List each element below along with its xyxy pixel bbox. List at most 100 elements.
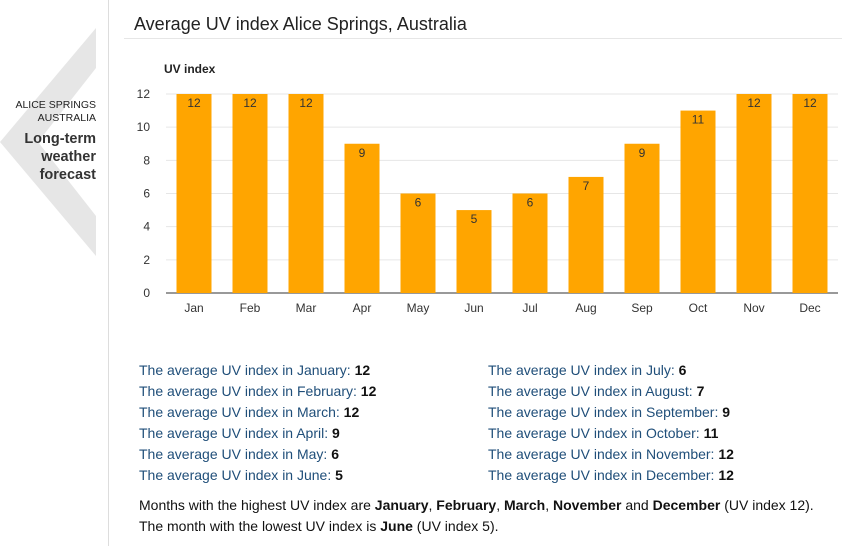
page-title: Average UV index Alice Springs, Australi… <box>134 14 467 34</box>
sidebar-title-line: weather <box>41 149 96 165</box>
sidebar-location: ALICE SPRINGS AUSTRALIA <box>1 99 96 125</box>
stat-value: 11 <box>703 425 719 441</box>
stat-row: The average UV index in August: 7 <box>488 381 734 402</box>
stat-value: 12 <box>354 362 371 378</box>
stat-value: 12 <box>343 404 360 420</box>
x-tick-label: Mar <box>296 301 317 315</box>
summary-lowest: The month with the lowest UV index is Ju… <box>139 516 839 537</box>
y-tick-label: 8 <box>143 153 150 167</box>
summary-highest: Months with the highest UV index are Jan… <box>139 495 839 516</box>
stat-row: The average UV index in June: 5 <box>139 465 376 486</box>
x-tick-label: Nov <box>743 301 764 315</box>
summary-month: December <box>652 497 721 513</box>
bar-data-labels: 12 12 12 9 6 5 6 7 9 11 12 12 <box>187 96 817 226</box>
y-axis-ticks: 0 2 4 6 8 10 12 <box>137 87 151 300</box>
bar <box>288 94 324 293</box>
y-axis-label: UV index <box>164 62 216 76</box>
stat-value: 7 <box>696 383 705 399</box>
bar-value-label: 12 <box>299 96 313 110</box>
stat-label: The average UV index in July: <box>488 362 679 378</box>
chart-bars <box>176 94 828 293</box>
x-axis-ticks: Jan Feb Mar Apr May Jun Jul Aug Sep Oct Nov Dec <box>184 301 820 315</box>
y-tick-label: 6 <box>143 187 150 201</box>
summary-text: (UV index 12). <box>720 497 814 513</box>
stat-value: 6 <box>678 362 687 378</box>
bar <box>792 94 828 293</box>
bar-value-label: 12 <box>243 96 257 110</box>
stat-label: The average UV index in November: <box>488 446 719 462</box>
monthly-stats-right: The average UV index in July: 6 The avera… <box>488 360 734 486</box>
x-tick-label: Jun <box>464 301 483 315</box>
stat-label: The average UV index in December: <box>488 467 719 483</box>
summary-text: , <box>496 497 504 513</box>
x-tick-label: Feb <box>240 301 261 315</box>
uv-summary: Months with the highest UV index are Jan… <box>139 495 839 537</box>
stat-label: The average UV index in October: <box>488 425 704 441</box>
x-tick-label: Aug <box>575 301 596 315</box>
stat-row: The average UV index in October: 11 <box>488 423 734 444</box>
stat-row: The average UV index in July: 6 <box>488 360 734 381</box>
stat-value: 9 <box>332 425 340 441</box>
stat-label: The average UV index in January: <box>139 362 355 378</box>
summary-text: , <box>545 497 553 513</box>
stat-row: The average UV index in February: 12 <box>139 381 376 402</box>
sidebar-city: ALICE SPRINGS <box>15 99 96 111</box>
stat-row: The average UV index in September: 9 <box>488 402 734 423</box>
summary-text: The month with the lowest UV index is <box>139 518 381 534</box>
summary-month: November <box>553 497 622 513</box>
bar-value-label: 12 <box>803 96 817 110</box>
summary-month: June <box>380 518 413 534</box>
bar <box>680 110 716 293</box>
summary-text: and <box>621 497 653 513</box>
stat-value: 12 <box>718 467 734 483</box>
bar <box>344 143 380 293</box>
summary-text: , <box>428 497 437 513</box>
stat-row: The average UV index in December: 12 <box>488 465 734 486</box>
stat-value: 6 <box>331 446 340 462</box>
bar <box>176 94 212 293</box>
title-divider <box>124 38 842 39</box>
bar <box>568 176 604 293</box>
bar <box>232 94 268 293</box>
stat-row: The average UV index in January: 12 <box>139 360 376 381</box>
bar-value-label: 6 <box>527 196 534 210</box>
chart-gridlines <box>166 93 838 294</box>
bar-value-label: 6 <box>415 196 422 210</box>
uv-index-bar-chart: UV index 0 2 4 6 8 10 12 12 12 12 9 6 5 6 7 9 11 12 12 Ja… <box>137 62 838 315</box>
stat-value: 9 <box>722 404 731 420</box>
stat-label: The average UV index in May: <box>139 446 332 462</box>
stat-label: The average UV index in March: <box>139 404 344 420</box>
y-tick-label: 10 <box>137 120 151 134</box>
summary-text: (UV index 5). <box>412 518 499 534</box>
bar-value-label: 9 <box>359 146 366 160</box>
bar-value-label: 9 <box>639 146 646 160</box>
sidebar-title[interactable]: Long-term weather forecast <box>1 130 96 184</box>
bar <box>456 210 492 293</box>
y-tick-label: 2 <box>143 253 150 267</box>
stat-label: The average UV index in August: <box>488 383 697 399</box>
y-tick-label: 12 <box>137 87 151 101</box>
stat-value: 5 <box>335 467 343 483</box>
stat-row: The average UV index in November: 12 <box>488 444 734 465</box>
y-tick-label: 0 <box>143 286 150 300</box>
bar-value-label: 7 <box>583 179 590 193</box>
x-tick-label: Apr <box>353 301 372 315</box>
x-tick-label: Jan <box>184 301 203 315</box>
summary-month: January <box>374 497 429 513</box>
bar <box>624 143 660 293</box>
sidebar: ALICE SPRINGS AUSTRALIA Long-term weathe… <box>0 0 109 546</box>
x-tick-label: Oct <box>689 301 708 315</box>
x-tick-label: Sep <box>631 301 653 315</box>
stat-row: The average UV index in May: 6 <box>139 444 376 465</box>
stat-label: The average UV index in April: <box>139 425 332 441</box>
chevron-decoration-icon <box>0 28 96 256</box>
x-tick-label: Jul <box>522 301 537 315</box>
stat-label: The average UV index in June: <box>139 467 336 483</box>
monthly-stats-left: The average UV index in January: 12 The a… <box>139 360 376 486</box>
x-tick-label: May <box>407 301 430 315</box>
bar-value-label: 12 <box>747 96 761 110</box>
sidebar-title-line: forecast <box>39 167 96 183</box>
bar <box>736 94 772 293</box>
bar-value-label: 11 <box>692 113 705 127</box>
sidebar-country: AUSTRALIA <box>37 112 96 124</box>
